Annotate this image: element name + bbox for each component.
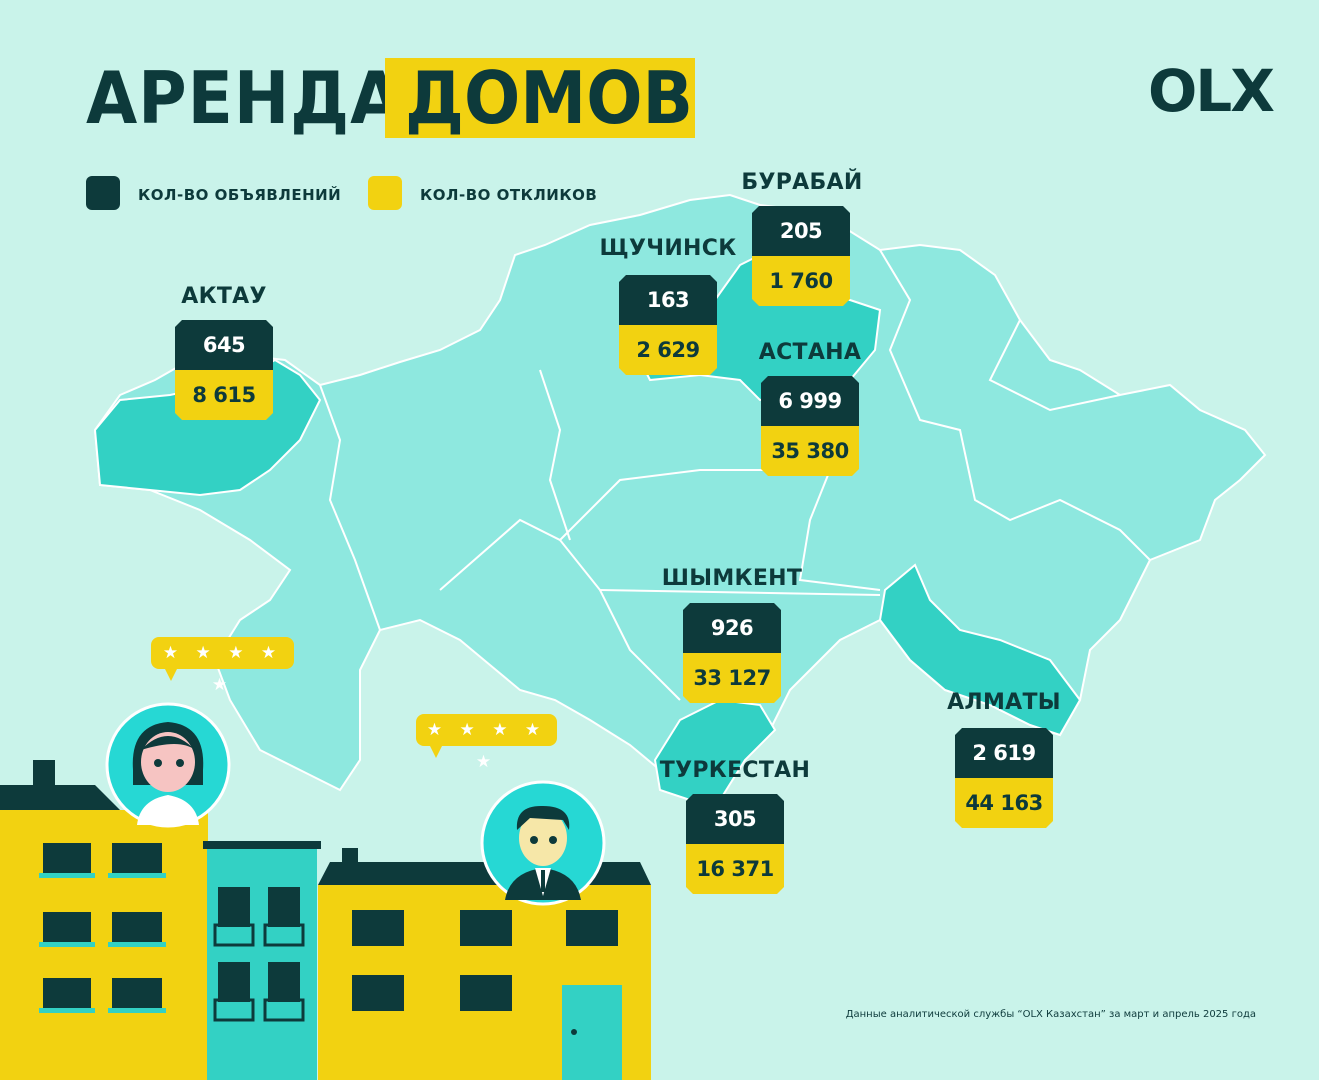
listings-count: 163 [619, 275, 717, 325]
city-name-aktau: АКТАУ [181, 284, 267, 309]
city-card-shymkent: 926 33 127 [683, 603, 781, 703]
data-source-footnote: Данные аналитической службы “OLX Казахст… [845, 1009, 1256, 1020]
city-card-shchuchinsk: 163 2 629 [619, 275, 717, 375]
legend-responses-swatch [368, 176, 402, 210]
man-avatar [480, 780, 606, 906]
page-title-highlight-text: ДОМОВ [405, 56, 694, 140]
responses-count: 33 127 [683, 653, 781, 703]
responses-count: 2 629 [619, 325, 717, 375]
city-name-almaty: АЛМАТЫ [947, 690, 1061, 715]
listings-count: 205 [752, 206, 850, 256]
rating-bubble: ★ ★ ★ ★ ★ [416, 714, 557, 772]
region-turkestan [653, 698, 777, 801]
legend-listings-swatch [86, 176, 120, 210]
city-card-aktau: 645 8 615 [175, 320, 273, 420]
listings-count: 645 [175, 320, 273, 370]
city-name-astana: АСТАНА [758, 340, 862, 365]
city-name-turkestan: ТУРКЕСТАН [659, 758, 811, 783]
city-name-shymkent: ШЫМКЕНТ [661, 566, 803, 591]
city-card-burabay: 205 1 760 [752, 206, 850, 306]
page-title: АРЕНДА [86, 56, 403, 140]
city-card-almaty: 2 619 44 163 [955, 728, 1053, 828]
listings-count: 6 999 [761, 376, 859, 426]
left-building [0, 810, 208, 1080]
city-name-shchuchinsk: ЩУЧИНСК [599, 236, 737, 261]
city-card-astana: 6 999 35 380 [761, 376, 859, 476]
listings-count: 305 [686, 794, 784, 844]
responses-count: 1 760 [752, 256, 850, 306]
responses-count: 44 163 [955, 778, 1053, 828]
city-name-burabay: БУРАБАЙ [741, 170, 863, 195]
city-card-turkestan: 305 16 371 [686, 794, 784, 894]
woman-avatar [105, 702, 231, 828]
responses-count: 16 371 [686, 844, 784, 894]
listings-count: 926 [683, 603, 781, 653]
listings-count: 2 619 [955, 728, 1053, 778]
page-title-highlight: ДОМОВ [385, 58, 695, 138]
legend-listings-label: КОЛ-ВО ОБЪЯВЛЕНИЙ [138, 186, 342, 204]
olx-logo: OLX [1148, 57, 1275, 125]
legend-responses-label: КОЛ-ВО ОТКЛИКОВ [420, 186, 598, 204]
region-almaty [878, 563, 1082, 737]
door [562, 985, 622, 1080]
responses-count: 35 380 [761, 426, 859, 476]
responses-count: 8 615 [175, 370, 273, 420]
rating-bubble: ★ ★ ★ ★ ★ [151, 637, 294, 695]
